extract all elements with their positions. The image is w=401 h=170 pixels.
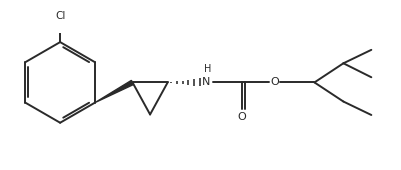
Text: N: N [201, 77, 210, 87]
Text: O: O [269, 77, 278, 87]
Text: H: H [204, 64, 211, 74]
Polygon shape [95, 80, 133, 103]
Text: O: O [237, 112, 246, 122]
Text: Cl: Cl [55, 11, 65, 21]
